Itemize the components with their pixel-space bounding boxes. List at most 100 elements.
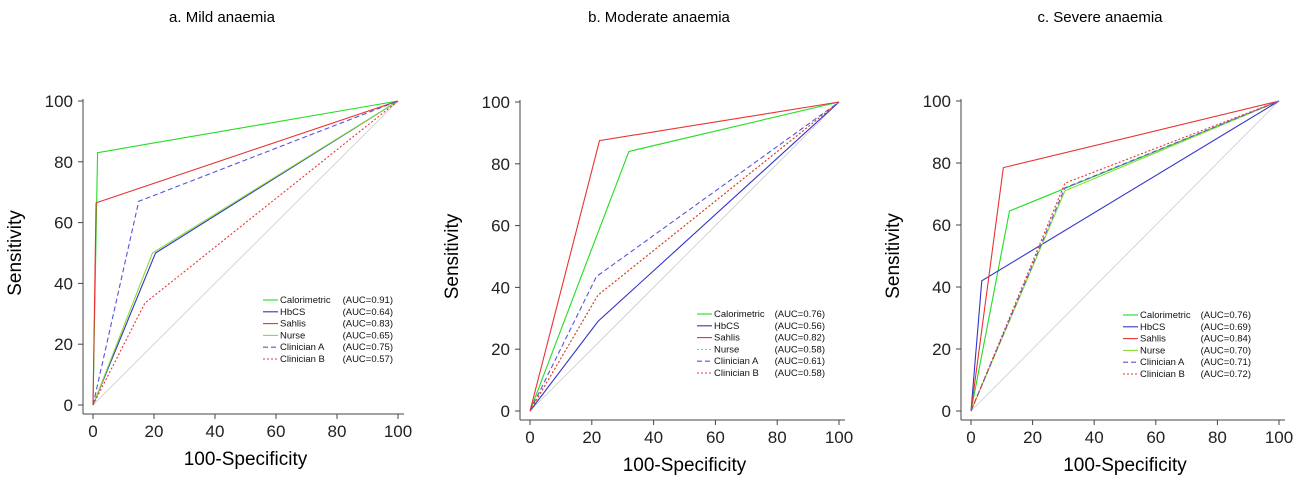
legend-label: Nurse <box>1140 345 1165 356</box>
y-tick-label: 60 <box>491 217 510 236</box>
legend-auc: (AUC=0.76) <box>1201 310 1251 321</box>
legend-label: Clinician A <box>280 342 325 353</box>
legend-auc: (AUC=0.84) <box>1201 334 1251 345</box>
y-tick-label: 20 <box>54 335 73 354</box>
legend-auc: (AUC=0.70) <box>1201 345 1251 356</box>
legend-label: Nurse <box>280 330 305 341</box>
x-axis-label: 100-Specificity <box>623 455 747 476</box>
roc-line-hbcs <box>970 100 1280 412</box>
legend-label: HbCS <box>714 321 739 332</box>
x-axis-label: 100-Specificity <box>184 449 308 470</box>
x-tick-label: 20 <box>1023 428 1042 447</box>
legend-auc: (AUC=0.83) <box>343 319 393 330</box>
legend-label: Sahlis <box>714 333 740 344</box>
x-tick-label: 100 <box>384 422 412 441</box>
legend: Calorimetric (AUC=0.76) HbCS (AUC=0.69) Sahl… <box>1123 310 1251 380</box>
roc-panel-mild: a. Mild anaemia 0 20 40 60 80 100 0 20 40 60 80 100 1… <box>0 0 436 482</box>
legend-auc: (AUC=0.57) <box>343 354 393 365</box>
y-tick-label: 0 <box>501 402 510 421</box>
legend-label: Clinician B <box>714 368 759 379</box>
legend-label: Clinician B <box>1140 369 1185 380</box>
roc-line-nurse <box>970 100 1280 412</box>
x-tick-label: 100 <box>825 428 853 447</box>
y-tick-label: 0 <box>942 402 951 421</box>
y-tick-label: 60 <box>54 214 73 233</box>
x-tick-label: 80 <box>328 422 347 441</box>
roc-panel-moderate: b. Moderate anaemia 0 20 40 60 80 100 0 20 40 60 80… <box>436 0 872 482</box>
legend-auc: (AUC=0.71) <box>1201 357 1251 368</box>
y-axis-label: Sensitivity <box>883 213 904 299</box>
reference-diagonal <box>92 100 399 406</box>
legend-auc: (AUC=0.56) <box>775 321 825 332</box>
roc-chart-moderate: b. Moderate anaemia 0 20 40 60 80 100 0 20 40 60 80… <box>442 9 853 476</box>
legend-label: HbCS <box>280 307 305 318</box>
reference-diagonal <box>970 100 1280 412</box>
x-tick-label: 100 <box>1265 428 1293 447</box>
roc-line-hbcs <box>529 101 840 412</box>
roc-line-sahlis <box>92 100 399 406</box>
legend-label: Nurse <box>714 344 739 355</box>
y-tick-label: 0 <box>64 396 73 415</box>
y-tick-label: 20 <box>932 340 951 359</box>
legend-label: Sahlis <box>280 319 306 330</box>
roc-line-sahlis <box>970 100 1280 412</box>
legend-label: Calorimetric <box>714 309 765 320</box>
y-axis-label: Sensitivity <box>442 213 463 299</box>
y-tick-label: 100 <box>482 93 510 112</box>
roc-line-calorimetric <box>529 101 840 412</box>
y-axis-label: Sensitivity <box>5 210 26 296</box>
x-tick-label: 0 <box>966 428 975 447</box>
x-tick-label: 60 <box>1146 428 1165 447</box>
x-tick-label: 60 <box>706 428 725 447</box>
x-tick-label: 20 <box>145 422 164 441</box>
x-tick-label: 20 <box>582 428 601 447</box>
y-tick-label: 80 <box>932 154 951 173</box>
y-tick-label: 80 <box>54 153 73 172</box>
roc-line-clinician-a <box>970 100 1280 412</box>
legend-auc: (AUC=0.91) <box>343 295 393 306</box>
legend-label: Sahlis <box>1140 334 1166 345</box>
legend-auc: (AUC=0.58) <box>775 368 825 379</box>
legend-auc: (AUC=0.61) <box>775 356 825 367</box>
roc-line-sahlis <box>529 101 840 412</box>
x-tick-label: 0 <box>88 422 97 441</box>
y-tick-label: 80 <box>491 155 510 174</box>
chart-title: c. Severe anaemia <box>1037 9 1163 26</box>
x-axis-label: 100-Specificity <box>1063 455 1187 476</box>
legend-auc: (AUC=0.65) <box>343 330 393 341</box>
roc-line-clinician-a <box>92 100 399 406</box>
legend-label: Clinician A <box>1140 357 1185 368</box>
legend-auc: (AUC=0.76) <box>775 309 825 320</box>
legend-auc: (AUC=0.75) <box>343 342 393 353</box>
y-tick-label: 40 <box>491 278 510 297</box>
legend-label: Calorimetric <box>1140 310 1191 321</box>
x-tick-label: 40 <box>206 422 225 441</box>
legend-label: HbCS <box>1140 322 1165 333</box>
x-tick-label: 80 <box>1208 428 1227 447</box>
legend-auc: (AUC=0.72) <box>1201 369 1251 380</box>
roc-line-nurse <box>92 100 399 406</box>
reference-diagonal <box>529 101 840 412</box>
roc-chart-mild: a. Mild anaemia 0 20 40 60 80 100 0 20 40 60 80 100 1… <box>5 9 412 470</box>
roc-chart-severe: c. Severe anaemia 0 20 40 60 80 100 0 20 40 60 80 10… <box>883 9 1293 476</box>
x-tick-label: 0 <box>525 428 534 447</box>
x-tick-label: 40 <box>644 428 663 447</box>
y-tick-label: 100 <box>923 92 951 111</box>
x-tick-label: 80 <box>768 428 787 447</box>
legend-auc: (AUC=0.64) <box>343 307 393 318</box>
roc-line-clinician-b <box>529 101 840 412</box>
legend-auc: (AUC=0.82) <box>775 333 825 344</box>
legend-label: Clinician A <box>714 356 759 367</box>
chart-title: a. Mild anaemia <box>169 9 276 26</box>
y-tick-label: 40 <box>54 274 73 293</box>
legend: Calorimetric (AUC=0.76) HbCS (AUC=0.56) Sahl… <box>697 309 825 379</box>
x-tick-label: 40 <box>1085 428 1104 447</box>
legend-auc: (AUC=0.58) <box>775 344 825 355</box>
legend-label: Clinician B <box>280 354 325 365</box>
chart-title: b. Moderate anaemia <box>588 9 730 26</box>
y-tick-label: 100 <box>45 92 73 111</box>
legend-auc: (AUC=0.69) <box>1201 322 1251 333</box>
x-tick-label: 60 <box>267 422 286 441</box>
y-tick-label: 40 <box>932 278 951 297</box>
legend-label: Calorimetric <box>280 295 331 306</box>
